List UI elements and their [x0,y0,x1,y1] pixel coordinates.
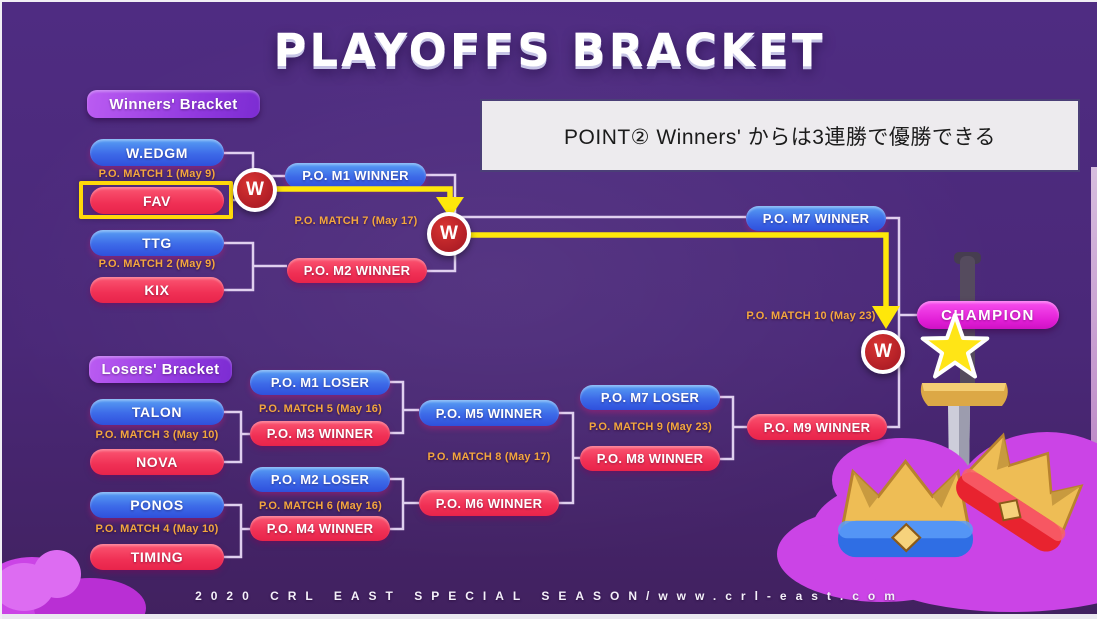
team-kix: KIX [90,277,224,303]
right-edge-accent [1091,167,1097,497]
team-fav: FAV [90,187,224,214]
slot-m2-loser: P.O. M2 LOSER [250,467,390,492]
match8-label: P.O. MATCH 8 (May 17) [427,451,551,463]
slot-m1-loser: P.O. M1 LOSER [250,370,390,395]
slot-m2-winner: P.O. M2 WINNER [287,258,427,283]
slot-m4-winner: P.O. M4 WINNER [250,516,390,541]
match1-label: P.O. MATCH 1 (May 9) [98,168,216,180]
slot-m5-winner: P.O. M5 WINNER [419,400,559,426]
match2-label: P.O. MATCH 2 (May 9) [98,258,216,270]
team-timing: TIMING [90,544,224,570]
team-ponos: PONOS [90,492,224,518]
bottom-edge [2,614,1097,619]
slot-m7-winner: P.O. M7 WINNER [746,206,886,231]
slot-m9-winner: P.O. M9 WINNER [747,414,887,440]
team-wedgm: W.EDGM [90,139,224,166]
match5-label: P.O. MATCH 5 (May 16) [259,403,382,415]
winners-bracket-label: Winners' Bracket [87,90,260,118]
match10-label: P.O. MATCH 10 (May 23) [746,310,876,322]
win-marker-2: W [427,212,471,256]
team-ttg: TTG [90,230,224,256]
slot-m6-winner: P.O. M6 WINNER [419,490,559,516]
match4-label: P.O. MATCH 4 (May 10) [95,523,219,535]
win-marker-1: W [233,168,277,212]
slot-m3-winner: P.O. M3 WINNER [250,421,390,446]
crown-red-icon [956,432,1084,552]
team-nova: NOVA [90,449,224,475]
match3-label: P.O. MATCH 3 (May 10) [95,429,219,441]
match9-label: P.O. MATCH 9 (May 23) [589,421,712,433]
crown-blue-icon [838,459,973,558]
slot-m8-winner: P.O. M8 WINNER [580,446,720,471]
losers-bracket-label: Losers' Bracket [89,356,232,383]
match7-label: P.O. MATCH 7 (May 17) [294,215,418,227]
slot-m1-winner: P.O. M1 WINNER [285,163,426,188]
slot-m7-loser: P.O. M7 LOSER [580,385,720,410]
annotation-callout: POINT② Winners' からは3連勝で優勝できる [480,99,1080,172]
team-talon: TALON [90,399,224,425]
footer-text: 2020 CRL EAST SPECIAL SEASON/www.crl-eas… [195,589,904,603]
fav-highlight-box [79,181,233,219]
win-marker-3: W [861,330,905,374]
page-title: PLAYOFFS BRACKET [273,24,826,77]
match6-label: P.O. MATCH 6 (May 16) [259,500,382,512]
